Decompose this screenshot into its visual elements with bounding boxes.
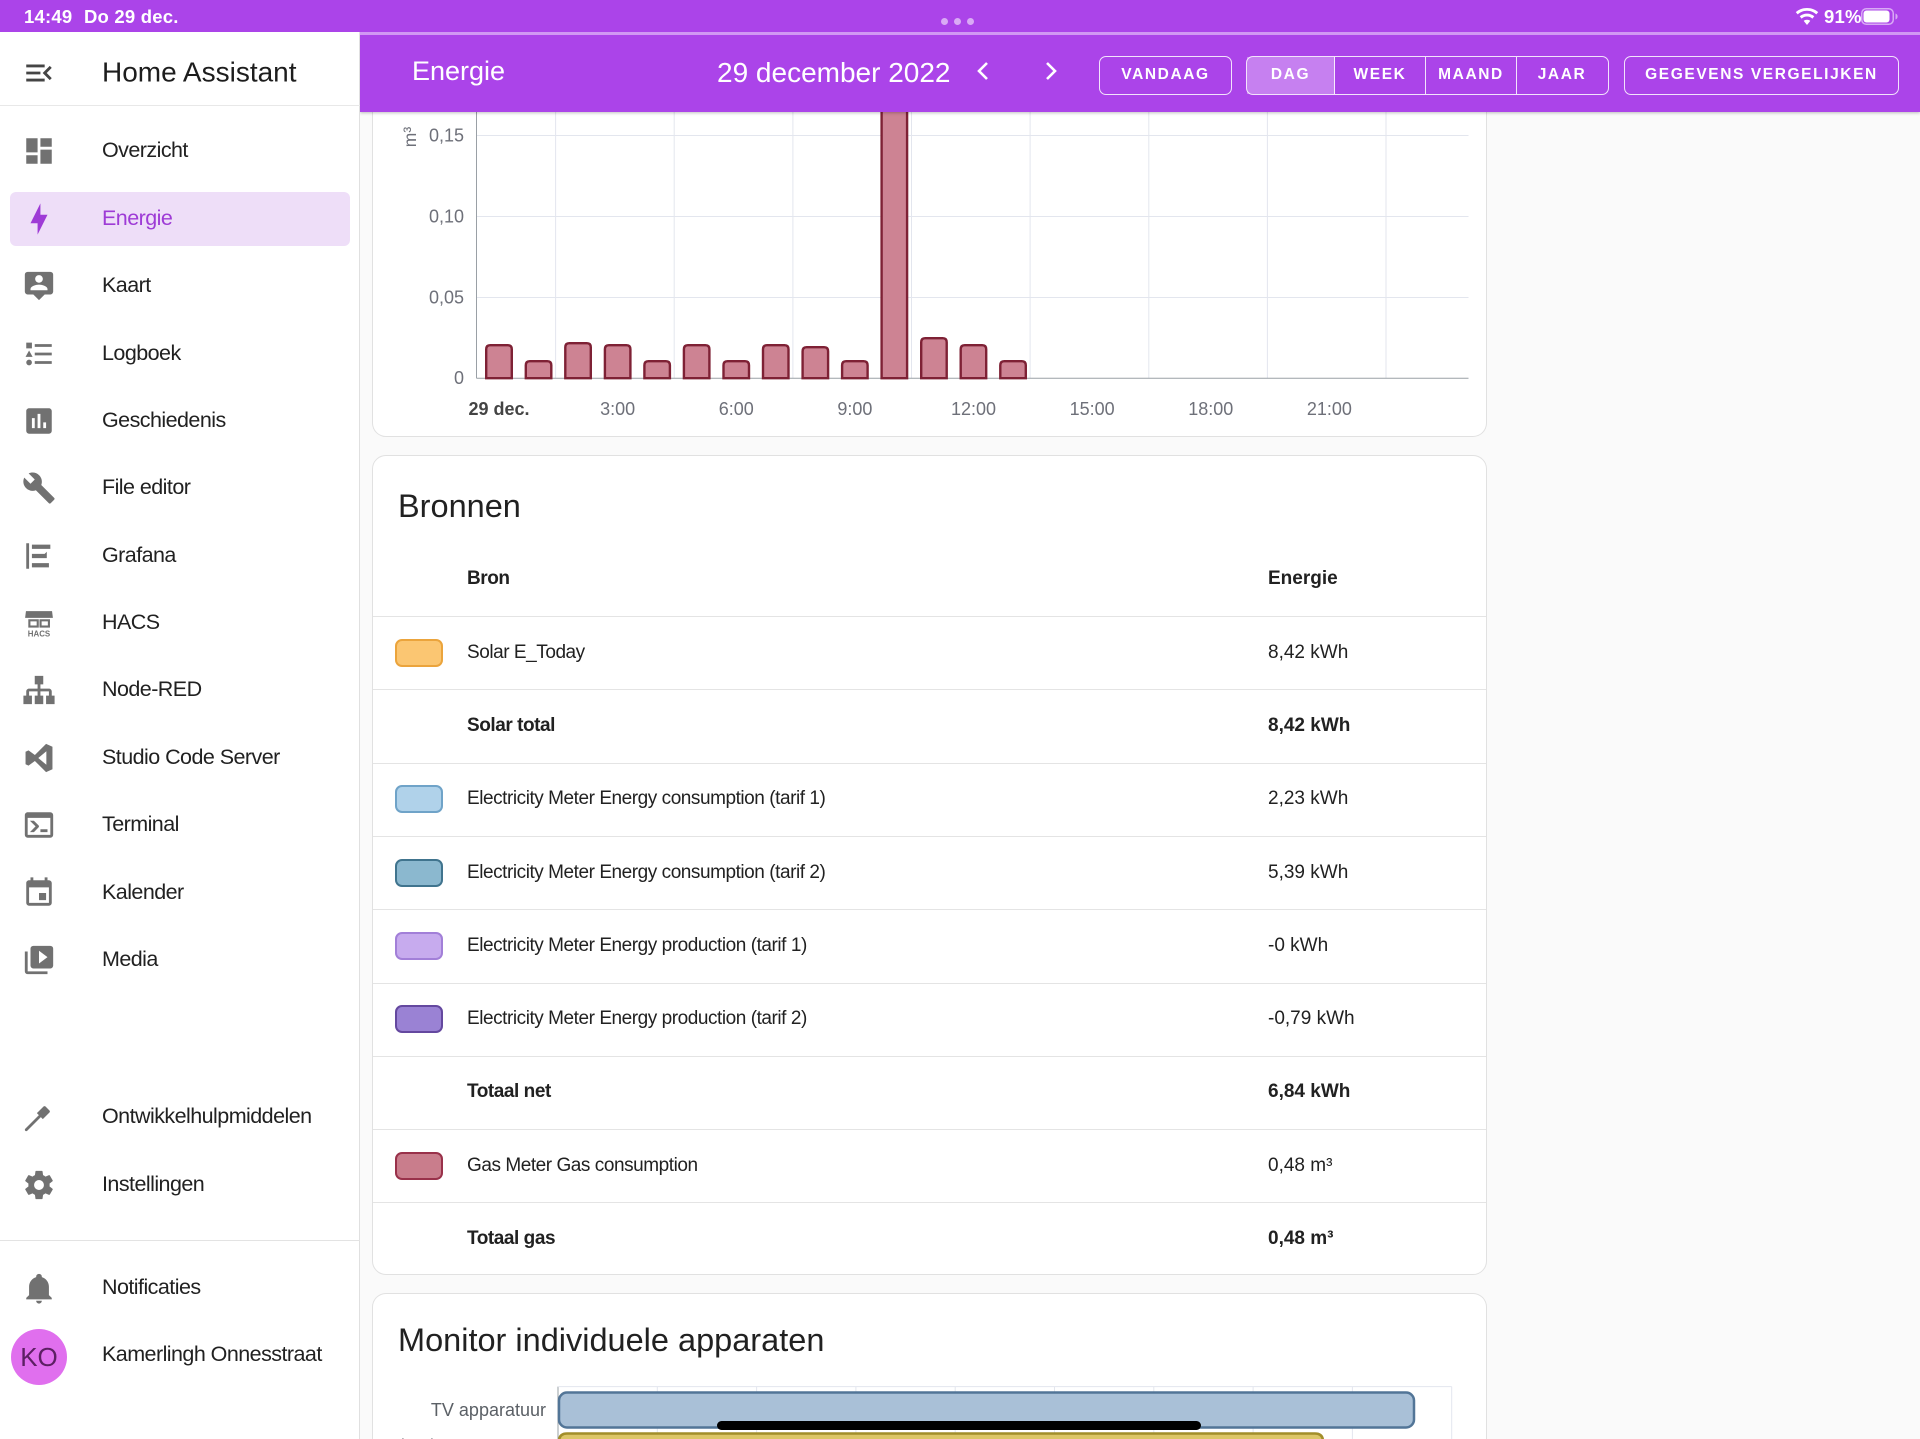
svg-text:12:00: 12:00 (951, 399, 996, 419)
svg-text:0,05: 0,05 (429, 287, 464, 307)
svg-text:TV apparatuur: TV apparatuur (431, 1400, 546, 1420)
svg-text:3:00: 3:00 (600, 399, 635, 419)
svg-text:0,10: 0,10 (429, 206, 464, 226)
svg-text:15:00: 15:00 (1070, 399, 1115, 419)
svg-text:6:00: 6:00 (719, 399, 754, 419)
svg-text:HACS: HACS (28, 629, 50, 638)
svg-text:keukenapparatuur: keukenapparatuur (401, 1436, 546, 1439)
svg-text:m³: m³ (400, 127, 420, 148)
svg-text:9:00: 9:00 (837, 399, 872, 419)
svg-text:0: 0 (454, 368, 464, 388)
svg-text:29 dec.: 29 dec. (468, 399, 529, 419)
svg-text:0,15: 0,15 (429, 125, 464, 145)
svg-text:18:00: 18:00 (1188, 399, 1233, 419)
svg-text:21:00: 21:00 (1307, 399, 1352, 419)
